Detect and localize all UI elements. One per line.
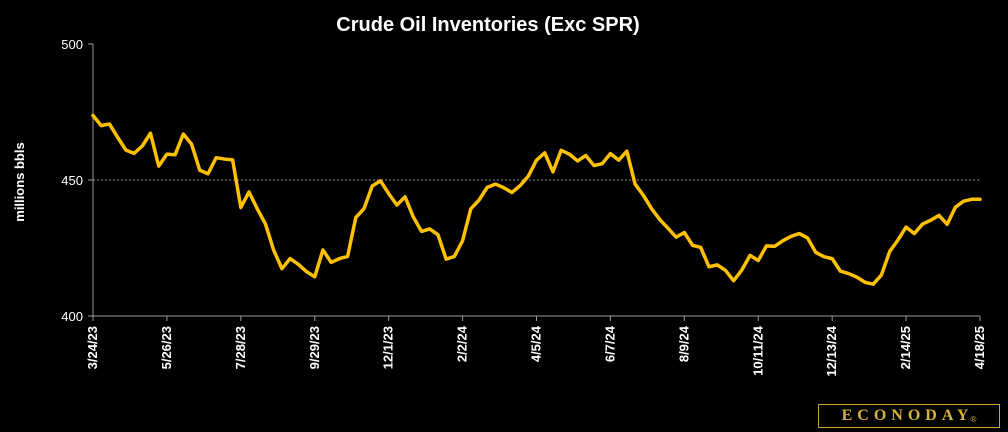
- x-tick-label-9-29-23: 9/29/23: [307, 326, 322, 369]
- x-tick-label-5-26-23: 5/26/23: [159, 326, 174, 369]
- chart-title: Crude Oil Inventories (Exc SPR): [336, 14, 639, 36]
- inventory-series-line: [91, 113, 982, 286]
- y-axis-label: millions bbls: [12, 142, 27, 221]
- x-tick-label-4-18-25: 4/18/25: [972, 326, 987, 369]
- x-tick-label-3-24-23: 3/24/23: [85, 326, 100, 369]
- y-tick-label-400: 400: [61, 309, 83, 324]
- x-tick-label-6-7-24: 6/7/24: [602, 325, 617, 362]
- x-tick-label-2-14-25: 2/14/25: [898, 326, 913, 369]
- y-tick-label-500: 500: [61, 37, 83, 52]
- axis-layer: [88, 43, 981, 321]
- registered-mark: ®: [970, 414, 977, 424]
- tick-label-layer: 400 450 500 3/24/23 5/26/23 7/28/23 9/29/23 12/…: [61, 37, 987, 377]
- econoday-logo: ECONODAY ®: [818, 404, 1000, 428]
- x-tick-label-7-28-23: 7/28/23: [233, 326, 248, 369]
- x-tick-label-12-1-23: 12/1/23: [381, 326, 396, 369]
- x-tick-label-4-5-24: 4/5/24: [529, 325, 544, 362]
- x-tick-label-8-9-24: 8/9/24: [676, 325, 691, 362]
- x-tick-label-12-13-24: 12/13/24: [824, 325, 839, 376]
- series-layer: [91, 113, 982, 286]
- y-tick-label-450: 450: [61, 173, 83, 188]
- x-tick-label-2-2-24: 2/2/24: [455, 325, 470, 362]
- logo-text: ECONODAY: [841, 407, 974, 424]
- x-tick-label-10-11-24: 10/11/24: [750, 325, 765, 376]
